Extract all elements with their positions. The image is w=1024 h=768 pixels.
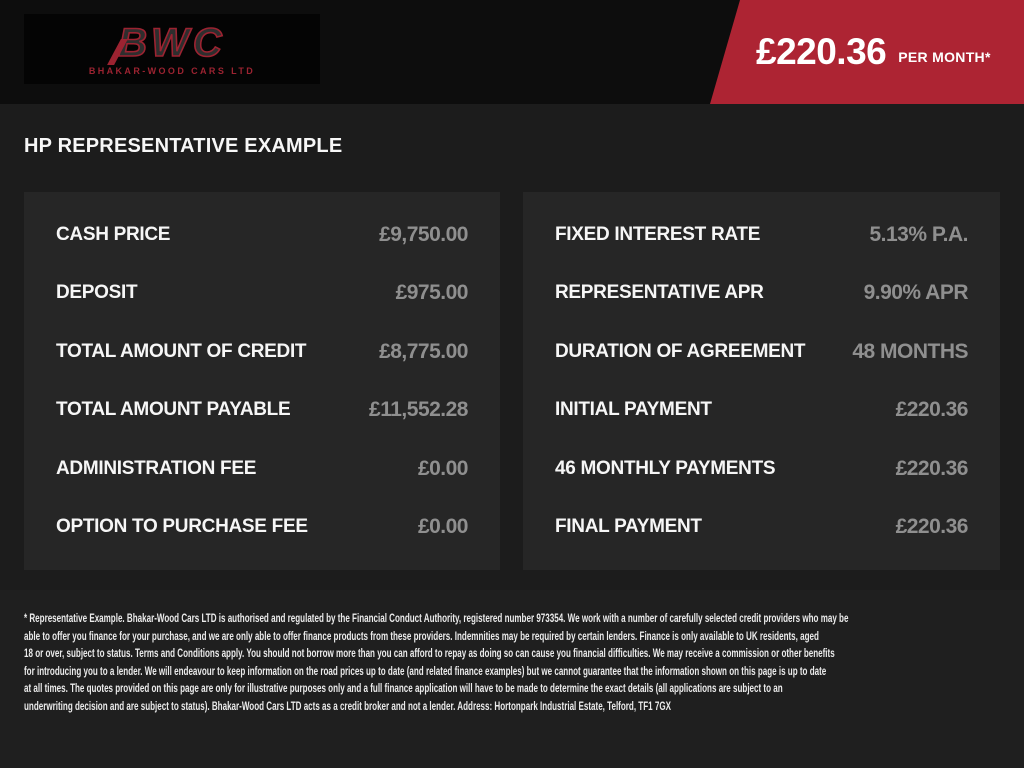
finance-row-value: 9.90% APR <box>863 281 969 305</box>
finance-row-label: REPRESENTATIVE APR <box>555 282 764 304</box>
finance-row-label: ADMINISTRATION FEE <box>56 457 257 479</box>
monthly-price-period: PER MONTH* <box>898 49 991 65</box>
finance-row-duration: DURATION OF AGREEMENT 48 MONTHS <box>555 337 968 367</box>
finance-row-label: INITIAL PAYMENT <box>555 399 712 421</box>
finance-row-label: OPTION TO PURCHASE FEE <box>56 515 308 537</box>
finance-row-value: £0.00 <box>417 456 469 480</box>
finance-row-final-payment: FINAL PAYMENT £220.36 <box>555 512 969 542</box>
dealer-logo-initials-text: BWC <box>117 20 226 65</box>
disclaimer-line: 18 or over, subject to status. Terms and… <box>24 648 835 661</box>
finance-panel-right: FIXED INTEREST RATE 5.13% P.A. REPRESENT… <box>523 192 1000 570</box>
finance-row-label: TOTAL AMOUNT OF CREDIT <box>56 340 307 362</box>
top-strip: BWC BHAKAR-WOOD CARS LTD £220.36 PER MON… <box>0 0 1024 104</box>
finance-row-monthly-payments: 46 MONTHLY PAYMENTS £220.36 <box>555 454 969 484</box>
finance-row-total-payable: TOTAL AMOUNT PAYABLE £11,552.28 <box>56 395 468 425</box>
finance-row-value: 48 MONTHS <box>852 339 968 363</box>
disclaimer-line: for introducing you to a lender. We will… <box>24 665 827 678</box>
finance-row-label: DEPOSIT <box>56 282 138 304</box>
finance-row-value: £9,750.00 <box>379 223 468 246</box>
finance-row-value: £220.36 <box>895 514 969 538</box>
finance-row-initial-payment: INITIAL PAYMENT £220.36 <box>555 395 969 425</box>
finance-row-value: £11,552.28 <box>369 398 468 422</box>
finance-row-cash-price: CASH PRICE £9,750.00 <box>56 220 468 250</box>
finance-row-total-credit: TOTAL AMOUNT OF CREDIT £8,775.00 <box>56 337 468 367</box>
finance-row-label: FIXED INTEREST RATE <box>555 224 761 245</box>
legal-disclaimer: * Representative Example. Bhakar-Wood Ca… <box>24 611 848 717</box>
finance-row-value: £8,775.00 <box>379 339 468 363</box>
monthly-price-banner: £220.36 PER MONTH* <box>710 0 1024 104</box>
finance-row-value: £975.00 <box>395 281 469 305</box>
finance-row-value: £0.00 <box>417 514 469 538</box>
disclaimer-line: at all times. The quotes provided on thi… <box>24 683 783 696</box>
finance-row-label: TOTAL AMOUNT PAYABLE <box>56 399 291 421</box>
disclaimer-line: able to offer you finance for your purch… <box>24 630 819 643</box>
finance-row-deposit: DEPOSIT £975.00 <box>56 278 469 308</box>
finance-row-label: 46 MONTHLY PAYMENTS <box>555 457 776 479</box>
dealer-logo-company-name: BHAKAR-WOOD CARS LTD <box>88 65 256 76</box>
finance-row-admin-fee: ADMINISTRATION FEE £0.00 <box>56 454 469 484</box>
footer: * Representative Example. Bhakar-Wood Ca… <box>0 590 1024 768</box>
finance-row-representative-apr: REPRESENTATIVE APR 9.90% APR <box>555 278 969 308</box>
page-title: HP REPRESENTATIVE EXAMPLE <box>24 135 343 157</box>
finance-panel-left: CASH PRICE £9,750.00 DEPOSIT £975.00 TOT… <box>24 192 500 570</box>
finance-row-value: 5.13% P.A. <box>869 223 968 246</box>
finance-row-label: CASH PRICE <box>56 224 171 245</box>
dealer-logo-initials: BWC <box>107 20 226 65</box>
finance-row-label: DURATION OF AGREEMENT <box>555 340 806 362</box>
disclaimer-line: * Representative Example. Bhakar-Wood Ca… <box>24 613 849 625</box>
finance-row-value: £220.36 <box>895 456 969 480</box>
monthly-price-amount: £220.36 <box>756 31 887 72</box>
dealer-logo: BWC BHAKAR-WOOD CARS LTD <box>24 14 320 84</box>
finance-row-label: FINAL PAYMENT <box>555 515 702 537</box>
disclaimer-line: underwriting decision and are subject to… <box>24 700 671 713</box>
finance-row-value: £220.36 <box>895 398 969 422</box>
finance-row-option-to-purchase-fee: OPTION TO PURCHASE FEE £0.00 <box>56 512 469 542</box>
finance-row-fixed-interest-rate: FIXED INTEREST RATE 5.13% P.A. <box>555 220 968 250</box>
